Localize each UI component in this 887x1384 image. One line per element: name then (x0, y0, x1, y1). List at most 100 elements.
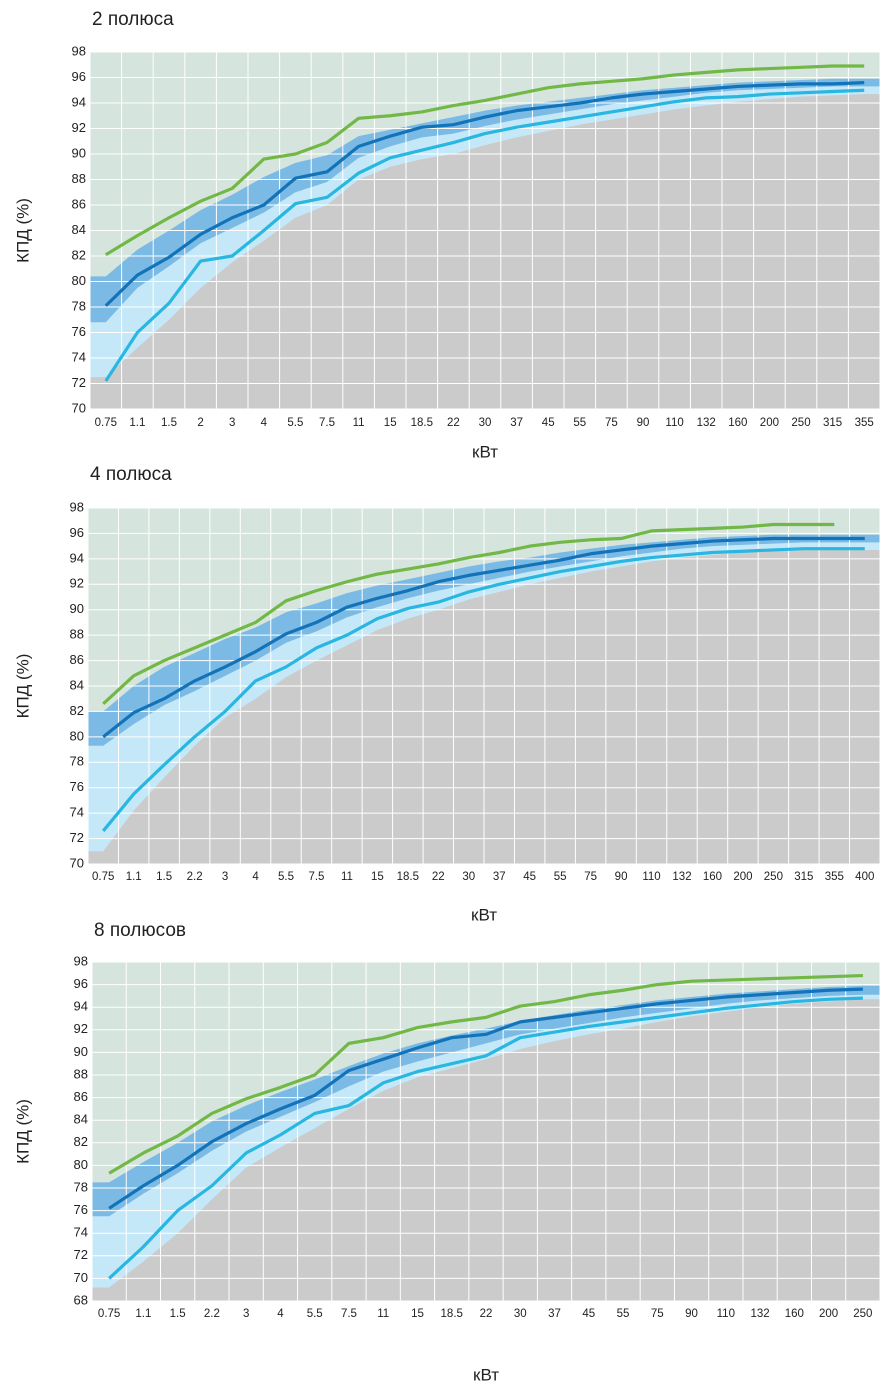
y-tick-label: 80 (74, 1157, 88, 1172)
y-tick-label: 78 (74, 1179, 88, 1194)
y-tick-label: 82 (74, 1134, 88, 1149)
x-tick-label: 250 (764, 871, 783, 883)
x-tick-label: 15 (384, 417, 397, 429)
y-tick-label: 84 (70, 677, 84, 692)
y-tick-label: 90 (72, 145, 86, 160)
x-tick-label: 5.5 (278, 871, 294, 883)
chart-panel: 70 72 74 76 78 80 82 84 86 88 90 92 94 96 98 0.75 1.1 1.5… (13, 9, 881, 461)
y-tick-label: 76 (70, 779, 84, 794)
y-tick-label: 94 (72, 94, 86, 109)
x-tick-label: 11 (377, 1308, 389, 1320)
x-axis-label: кВт (473, 1365, 499, 1384)
x-tick-label: 3 (243, 1308, 249, 1320)
y-tick-label: 84 (72, 222, 86, 237)
x-tick-label: 1.5 (170, 1308, 186, 1320)
x-tick-label: 0.75 (98, 1308, 120, 1320)
x-tick-label: 15 (411, 1308, 424, 1320)
x-tick-label: 18.5 (411, 417, 433, 429)
efficiency-line (101, 547, 865, 832)
x-tick-label: 90 (637, 417, 650, 429)
x-tick-label: 22 (480, 1308, 493, 1320)
x-tick-label: 160 (728, 417, 747, 429)
x-tick-label: 200 (760, 417, 779, 429)
y-tick-label: 88 (70, 627, 84, 642)
efficiency-line (104, 64, 865, 257)
x-tick-label: 4 (277, 1308, 284, 1320)
x-tick-label: 45 (582, 1308, 595, 1320)
x-tick-label: 2.2 (204, 1308, 220, 1320)
efficiency-line (102, 536, 865, 739)
chart-title: 8 полюсов (94, 920, 186, 941)
y-tick-label: 88 (74, 1066, 88, 1081)
y-tick-label: 98 (70, 499, 84, 514)
x-tick-label: 315 (823, 417, 842, 429)
x-tick-label: 5.5 (287, 417, 303, 429)
x-tick-label: 7.5 (341, 1308, 357, 1320)
x-tick-label: 2.2 (187, 871, 203, 883)
y-axis-label: КПД (%) (13, 198, 32, 263)
y-axis-label: КПД (%) (13, 1099, 32, 1164)
x-tick-label: 22 (432, 871, 445, 883)
x-tick-label: 132 (697, 417, 716, 429)
y-tick-label: 98 (74, 953, 88, 968)
efficiency-line (108, 996, 863, 1280)
x-tick-label: 315 (794, 871, 813, 883)
x-tick-label: 160 (703, 871, 722, 883)
x-tick-label: 1.1 (135, 1308, 151, 1320)
x-tick-label: 7.5 (308, 871, 324, 883)
x-tick-label: 55 (573, 417, 586, 429)
y-tick-label: 76 (74, 1202, 88, 1217)
x-tick-label: 132 (750, 1308, 769, 1320)
y-tick-label: 90 (70, 601, 84, 616)
y-tick-label: 80 (70, 728, 84, 743)
x-tick-label: 11 (341, 871, 353, 883)
x-tick-label: 2 (197, 417, 203, 429)
y-tick-label: 96 (70, 525, 84, 540)
chart-title: 4 полюса (90, 464, 172, 485)
x-tick-label: 160 (785, 1308, 804, 1320)
x-tick-label: 110 (642, 871, 660, 883)
x-tick-label: 45 (542, 417, 555, 429)
efficiency-line (102, 522, 835, 705)
x-tick-label: 1.1 (126, 871, 142, 883)
x-tick-label: 55 (617, 1308, 630, 1320)
chart-title: 2 полюса (92, 9, 174, 30)
x-tick-label: 7.5 (319, 417, 335, 429)
y-axis-label: КПД (%) (13, 654, 32, 719)
x-tick-label: 200 (733, 871, 752, 883)
y-tick-label: 78 (72, 298, 86, 313)
x-tick-label: 30 (462, 871, 475, 883)
x-tick-label: 132 (672, 871, 691, 883)
x-tick-label: 400 (855, 871, 874, 883)
x-tick-label: 37 (548, 1308, 561, 1320)
y-tick-label: 84 (74, 1112, 88, 1127)
x-tick-label: 15 (371, 871, 384, 883)
x-tick-label: 4 (261, 417, 268, 429)
efficiency-line (108, 987, 863, 1210)
x-tick-label: 90 (685, 1308, 698, 1320)
y-tick-label: 98 (72, 43, 86, 58)
x-tick-label: 200 (819, 1308, 838, 1320)
x-tick-label: 110 (665, 417, 683, 429)
y-tick-label: 88 (72, 171, 86, 186)
y-tick-label: 86 (72, 196, 86, 211)
x-tick-label: 1.5 (156, 871, 172, 883)
chart-panel: 70 72 74 76 78 80 82 84 86 88 90 92 94 96 98 0.75 1.1 1.5… (13, 464, 881, 924)
band-area (90, 94, 880, 409)
y-tick-label: 70 (74, 1270, 88, 1285)
x-tick-label: 37 (510, 417, 523, 429)
y-tick-label: 68 (74, 1292, 88, 1307)
efficiency-line (108, 973, 863, 1175)
x-tick-label: 30 (514, 1308, 527, 1320)
x-tick-label: 3 (229, 417, 235, 429)
y-tick-label: 72 (74, 1247, 88, 1262)
x-tick-label: 5.5 (307, 1308, 323, 1320)
y-tick-label: 92 (74, 1021, 88, 1036)
x-tick-label: 45 (523, 871, 536, 883)
y-tick-label: 76 (72, 324, 86, 339)
chart-panel: 68 70 72 74 76 78 80 82 84 86 88 90 92 94 96 98 0.75 1.1 1… (13, 920, 881, 1384)
x-tick-label: 4 (252, 871, 259, 883)
y-tick-label: 96 (74, 976, 88, 991)
y-tick-label: 78 (70, 754, 84, 769)
